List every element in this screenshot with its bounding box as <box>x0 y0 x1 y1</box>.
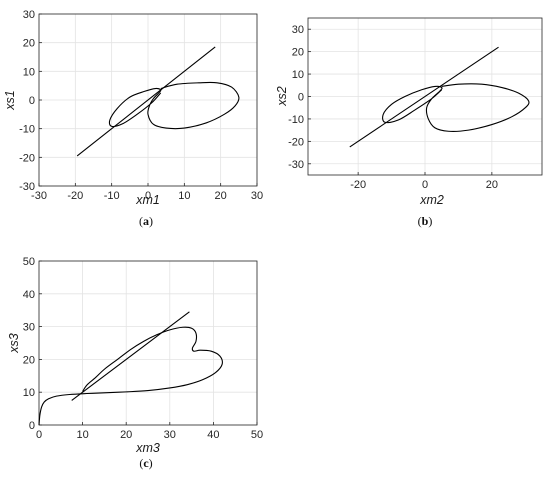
x-tick-label-a-1: -20 <box>67 190 83 202</box>
caption-a-label: a <box>143 214 149 228</box>
caption-b-label: b <box>422 214 429 228</box>
plot-frame-c <box>38 260 258 426</box>
x-tick-label-b-1: 0 <box>422 179 428 191</box>
y-tick-label-b-5: 20 <box>292 47 304 59</box>
y-tick-label-b-3: 0 <box>298 92 304 104</box>
x-tick-label-b-0: -20 <box>350 179 366 191</box>
chart-panel-a: -30 -20 -10 0 10 20 30 -30 -20 -10 0 10 20 30 xm1 xs1 <box>3 9 263 207</box>
y-tick-label-c-1: 10 <box>23 387 35 399</box>
y-tick-label-a-1: -20 <box>19 152 35 164</box>
y-tick-label-b-1: -20 <box>288 136 304 148</box>
series-line-c-0 <box>71 311 190 401</box>
y-tick-label-b-4: 10 <box>292 69 304 81</box>
y-tick-label-a-3: 0 <box>29 95 35 107</box>
series-line-b-0 <box>349 46 499 148</box>
x-tick-label-a-6: 30 <box>251 190 263 202</box>
x-tick-label-a-4: 10 <box>178 190 190 202</box>
x-tick-label-a-3: 0 <box>145 190 151 202</box>
y-tick-label-c-0: 0 <box>29 420 35 432</box>
y-tick-label-a-5: 20 <box>23 38 35 50</box>
y-tick-label-c-5: 50 <box>23 256 35 268</box>
chart-panel-b: -20 0 20 -30 -20 -10 0 10 20 30 xm2 xs2 <box>275 17 543 207</box>
y-tick-label-a-2: -10 <box>19 124 35 136</box>
caption-a: (a) <box>139 214 153 228</box>
y-tick-label-c-4: 40 <box>23 289 35 301</box>
x-axis-label-b: xm2 <box>419 193 444 207</box>
y-axis-label-b: xs2 <box>275 86 289 107</box>
y-tick-label-a-6: 30 <box>23 9 35 21</box>
x-tick-label-c-0: 0 <box>36 429 42 441</box>
x-tick-label-b-2: 20 <box>486 179 498 191</box>
series-curve-a-1 <box>108 81 240 130</box>
y-tick-label-c-2: 20 <box>23 354 35 366</box>
caption-c-label: c <box>143 456 149 470</box>
x-tick-label-c-2: 20 <box>120 429 132 441</box>
series-curve-c-1 <box>38 326 223 426</box>
y-tick-label-b-2: -10 <box>288 114 304 126</box>
y-tick-label-a-0: -30 <box>19 181 35 193</box>
chart-panel-c: 0 10 20 30 40 50 0 10 20 30 40 50 xm3 xs3 <box>7 256 263 455</box>
x-tick-label-c-4: 40 <box>207 429 219 441</box>
y-axis-label-c: xs3 <box>7 333 21 354</box>
series-curve-b-1 <box>382 83 530 132</box>
y-tick-label-a-4: 10 <box>23 66 35 78</box>
y-tick-label-b-6: 30 <box>292 24 304 36</box>
x-tick-label-a-5: 20 <box>215 190 227 202</box>
x-tick-label-c-5: 50 <box>251 429 263 441</box>
x-tick-label-c-1: 10 <box>76 429 88 441</box>
x-tick-label-a-2: -10 <box>104 190 120 202</box>
y-axis-label-a: xs1 <box>3 90 17 110</box>
x-tick-label-a-0: -30 <box>31 190 47 202</box>
x-axis-label-a: xm1 <box>135 193 160 207</box>
series-line-a-0 <box>76 46 216 157</box>
caption-c: (c) <box>139 456 152 470</box>
y-tick-label-c-3: 30 <box>23 322 35 334</box>
caption-b: (b) <box>418 214 433 228</box>
y-tick-label-b-0: -30 <box>288 159 304 171</box>
x-tick-label-c-3: 30 <box>164 429 176 441</box>
x-axis-label-c: xm3 <box>135 441 160 455</box>
